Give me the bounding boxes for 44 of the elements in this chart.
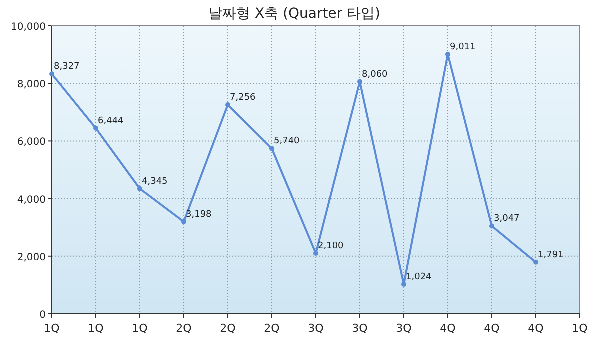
data-label: 7,256 bbox=[230, 93, 256, 104]
point bbox=[358, 79, 362, 84]
data-label: 9,011 bbox=[450, 42, 476, 52]
y-tick-label: 2,000 bbox=[17, 252, 46, 264]
point bbox=[402, 282, 406, 288]
data-label: 5,740 bbox=[274, 136, 300, 147]
data-label: 3,198 bbox=[186, 210, 212, 220]
point bbox=[534, 260, 538, 265]
x-tick-label: 3Q bbox=[308, 322, 324, 335]
point bbox=[94, 126, 98, 131]
y-tick-label: 10,000 bbox=[11, 22, 46, 33]
x-tick-label: 4Q bbox=[440, 322, 456, 335]
point bbox=[182, 219, 186, 224]
data-label: 8,327 bbox=[54, 62, 80, 72]
x-tick-label: 3Q bbox=[396, 322, 412, 335]
x-tick-label: 1Q bbox=[572, 322, 588, 335]
point bbox=[50, 72, 54, 77]
point bbox=[314, 251, 318, 256]
data-label: 2,100 bbox=[318, 242, 344, 252]
data-label: 4,345 bbox=[142, 176, 168, 187]
data-label: 8,060 bbox=[362, 70, 388, 80]
data-label: 3,047 bbox=[494, 214, 520, 224]
point bbox=[226, 102, 230, 108]
y-tick-label: 6,000 bbox=[17, 137, 46, 148]
y-tick-label: 4,000 bbox=[17, 194, 46, 206]
point bbox=[270, 146, 274, 152]
x-tick-label: 2Q bbox=[220, 322, 236, 335]
x-tick-label: 4Q bbox=[484, 322, 500, 335]
x-tick-label: 3Q bbox=[352, 322, 368, 335]
point bbox=[446, 52, 450, 57]
point bbox=[138, 186, 142, 192]
x-tick-label: 4Q bbox=[528, 322, 544, 335]
y-tick-label: 8,000 bbox=[17, 80, 46, 91]
point bbox=[490, 224, 494, 229]
x-tick-label: 1Q bbox=[88, 322, 104, 335]
data-label: 6,444 bbox=[98, 116, 124, 126]
x-tick-label: 2Q bbox=[176, 322, 192, 335]
x-tick-label: 2Q bbox=[264, 322, 280, 335]
y-tick-label: 0 bbox=[40, 310, 46, 321]
data-label: 1,791 bbox=[538, 250, 564, 260]
x-tick-label: 1Q bbox=[44, 322, 60, 335]
data-label: 1,024 bbox=[406, 272, 432, 283]
x-tick-label: 1Q bbox=[132, 322, 148, 335]
chart-title: 날짜형 X축 (Quarter 타입) bbox=[208, 6, 380, 22]
